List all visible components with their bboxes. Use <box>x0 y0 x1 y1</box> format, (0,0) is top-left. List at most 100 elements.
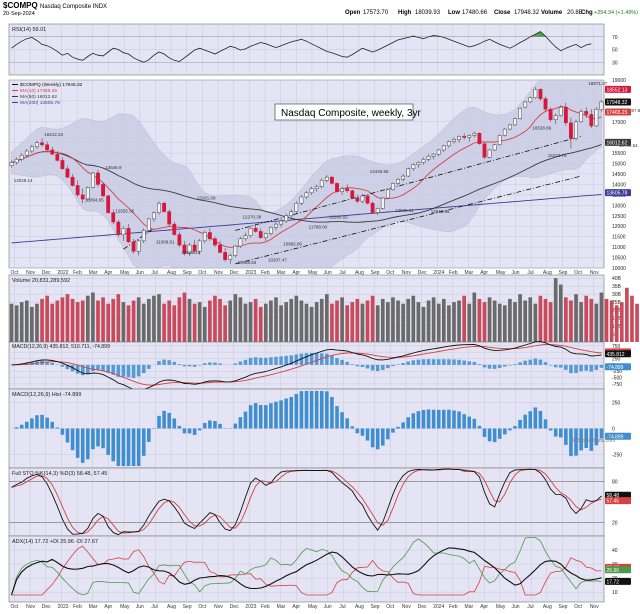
price-candle <box>294 202 299 212</box>
price-candle <box>91 172 95 188</box>
volume-bar <box>70 298 75 342</box>
macd-hist-bar <box>243 359 248 365</box>
price-candle <box>258 231 263 238</box>
price-flag: 17.72 <box>605 577 631 585</box>
macd-hist-bar <box>91 364 95 372</box>
volume-bar <box>258 306 263 342</box>
price-candle <box>121 228 126 235</box>
price-candle <box>223 252 228 260</box>
rsi-title: RSI(14) 59.01 <box>12 27 46 33</box>
macd-hist-bar <box>492 364 497 369</box>
x-tick-label: Mar <box>465 604 474 610</box>
macd-hist-bar <box>564 364 568 370</box>
stoch-k-line <box>11 468 602 536</box>
price-candle <box>177 234 182 246</box>
price-candle <box>213 238 217 246</box>
rsi-line <box>11 31 592 63</box>
price-flag-label: 57.45 <box>607 499 620 505</box>
macd-hist-bar <box>258 357 263 365</box>
macd-hist-bar <box>289 355 294 365</box>
price-flag-label: 25.96 <box>607 568 620 574</box>
y-tick-label: 12500 <box>612 214 626 220</box>
price-annotation: 10982.80 <box>283 241 302 246</box>
volume-bar <box>40 298 44 342</box>
volume-bar <box>274 297 278 342</box>
volume-bar <box>111 298 116 342</box>
macd-hist-bar <box>340 359 344 365</box>
macd-hist-bar <box>101 428 105 449</box>
price-candle <box>55 153 60 161</box>
macd-hist-bar <box>70 428 75 451</box>
volume-bar <box>131 300 136 342</box>
macd-hist-bar <box>208 420 212 429</box>
price-candle <box>75 185 80 196</box>
macd-hist-bar <box>136 364 141 377</box>
y-tick-label: 50 <box>612 48 618 54</box>
macd-hist-bar <box>452 359 456 365</box>
price-candle <box>65 168 70 178</box>
macd-hist-bar <box>121 364 126 377</box>
volume-bar <box>294 295 299 342</box>
macd-hist-bar <box>116 364 121 377</box>
macd-hist-bar <box>447 409 451 429</box>
price-candle <box>380 197 385 209</box>
macd-hist-bar <box>533 407 538 429</box>
volume-bar <box>589 298 594 342</box>
price-flag-label: -74.899 <box>607 434 624 440</box>
macd-hist-bar <box>492 428 497 443</box>
volume-bar <box>213 295 217 342</box>
price-candle <box>431 153 436 157</box>
macd-hist-bar <box>121 428 126 467</box>
macd-hist-bar <box>528 411 533 429</box>
price-candle <box>467 135 472 138</box>
price-candle <box>29 146 34 152</box>
macd-hist-bar <box>289 396 294 429</box>
price-candle <box>538 89 543 100</box>
price-candle <box>502 128 507 136</box>
price-candle <box>508 124 512 130</box>
volume-bar <box>253 298 258 342</box>
x-tick-label: Oct <box>386 270 394 276</box>
price-annotation: 17367.82 <box>624 108 640 113</box>
macd-hist-bar <box>528 359 533 365</box>
macd-hist-bar <box>599 428 604 439</box>
macd-hist-bar <box>436 359 441 365</box>
volume-bar <box>325 294 329 342</box>
macd-hist-bar <box>584 428 588 449</box>
price-flag-box <box>605 189 631 197</box>
price-candle <box>472 133 477 136</box>
y-tick-label: 10 <box>612 590 618 596</box>
price-annotation: 15222.78 <box>548 153 567 158</box>
volume-bar <box>116 294 121 342</box>
macd-hist-bar <box>411 413 416 429</box>
x-tick-label: Apr <box>104 604 112 610</box>
macd-hist-bar <box>360 364 365 368</box>
volume-bar <box>30 306 34 342</box>
x-tick-label: May <box>308 604 318 610</box>
x-tick-label: Sep <box>183 604 192 610</box>
macd-hist-bar <box>497 428 502 439</box>
volume-bar <box>208 300 212 342</box>
x-tick-label: 2024 <box>433 604 444 610</box>
price-candle <box>192 244 197 252</box>
macd-hist-bar <box>208 362 212 365</box>
macd-hist-bar <box>101 364 105 371</box>
volume-bar <box>482 302 487 342</box>
price-candle <box>548 108 553 120</box>
volume-bar <box>243 303 248 342</box>
volume-bar <box>9 303 14 342</box>
volume-bar <box>91 292 95 342</box>
macd-hist-bar <box>401 422 405 429</box>
price-candle <box>253 228 258 232</box>
volume-bar <box>558 284 563 342</box>
macd-hist-bar <box>325 391 329 429</box>
volume-bar <box>85 295 90 342</box>
x-tick-label: Jul <box>527 604 533 610</box>
macd-hist-bar <box>111 364 116 375</box>
macd-hist-bar <box>487 428 492 442</box>
price-flag-box <box>605 491 631 499</box>
macd-hist-bar <box>584 364 588 371</box>
macd-hist-bar <box>411 360 416 365</box>
x-tick-label: 2023 <box>245 604 256 610</box>
volume-bar <box>106 303 110 342</box>
